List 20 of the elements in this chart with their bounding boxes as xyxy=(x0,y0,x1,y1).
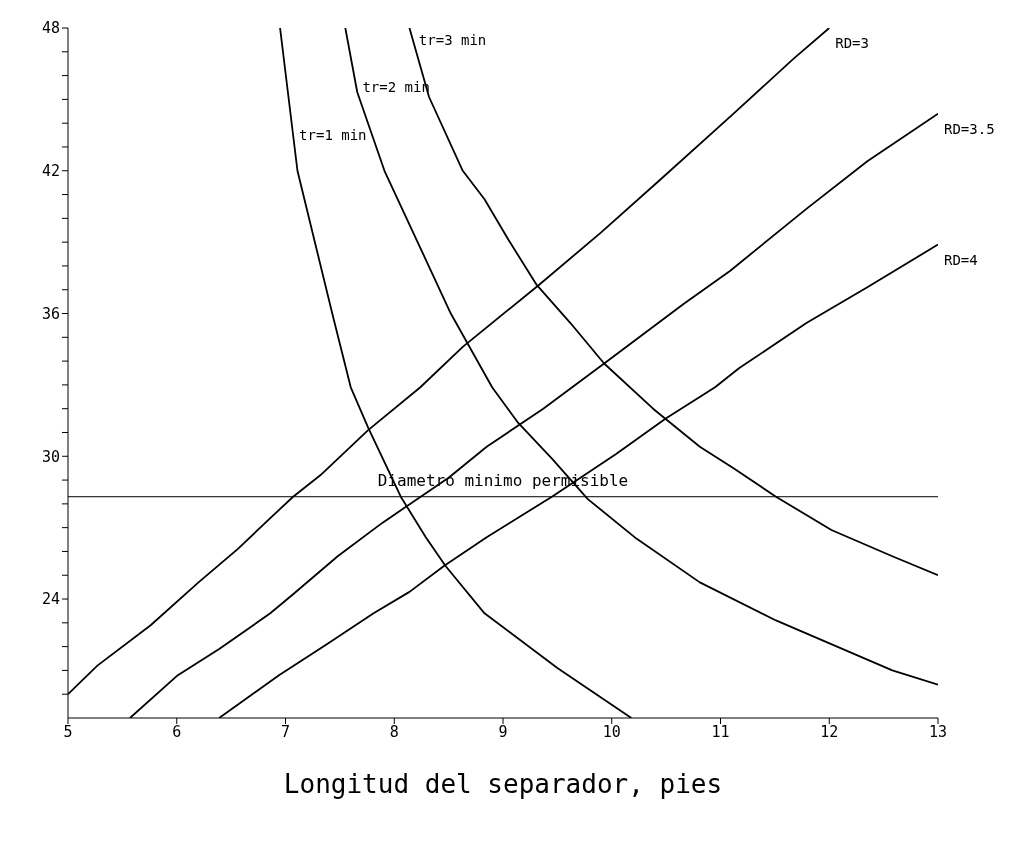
y-tick-label: 30 xyxy=(41,447,60,466)
series-label: RD=3 xyxy=(835,35,869,51)
y-tick-label: 48 xyxy=(41,19,60,38)
series-label: tr=1 min xyxy=(299,127,367,144)
y-tick-label: 24 xyxy=(41,590,60,609)
x-tick-label: 10 xyxy=(602,722,621,741)
y-tick-label: 42 xyxy=(41,162,60,181)
x-tick-label: 11 xyxy=(711,722,730,741)
x-tick-label: 7 xyxy=(280,722,291,741)
x-tick-label: 9 xyxy=(498,722,508,741)
x-tick-label: 8 xyxy=(389,722,399,741)
series-label: tr=3 min xyxy=(418,31,487,48)
x-tick-label: 5 xyxy=(63,722,73,741)
x-tick-label: 6 xyxy=(172,722,182,741)
series-label: RD=4 xyxy=(944,251,978,268)
x-axis-title: Longitud del separador, pies xyxy=(283,769,723,799)
x-tick-label: 12 xyxy=(820,722,839,741)
x-tick-label: 13 xyxy=(928,722,948,741)
series-label: RD=3.5 xyxy=(944,120,995,137)
y-tick-label: 36 xyxy=(41,304,60,323)
